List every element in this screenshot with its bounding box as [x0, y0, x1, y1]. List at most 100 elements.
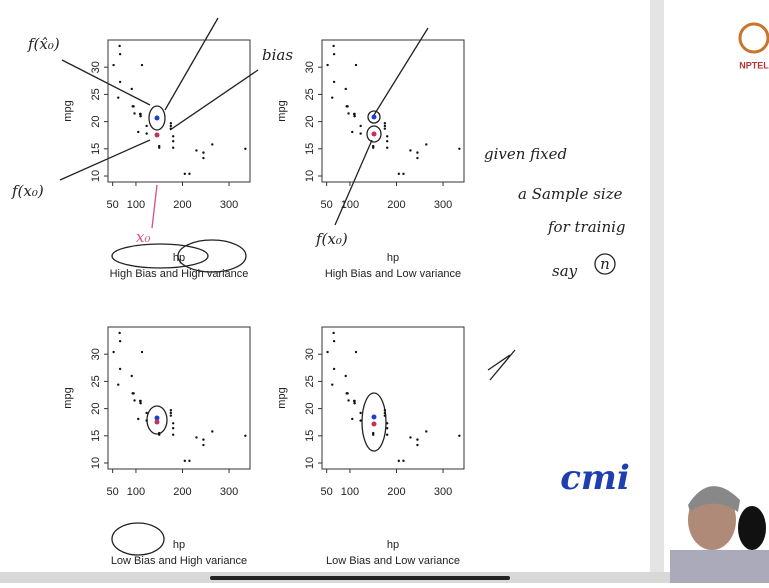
point	[118, 331, 121, 335]
point	[372, 433, 375, 436]
point	[346, 105, 349, 108]
point	[188, 172, 191, 176]
point	[118, 44, 121, 48]
point	[183, 459, 187, 463]
point	[332, 52, 336, 56]
point	[195, 149, 198, 152]
plot-frame	[321, 39, 465, 183]
y-tick-label: 10	[304, 170, 316, 182]
point	[171, 139, 175, 143]
point	[351, 417, 354, 421]
point	[332, 367, 336, 371]
y-tick-label: 30	[304, 348, 316, 360]
annotation: bias	[262, 46, 293, 64]
x-tick-label: 50	[321, 486, 333, 498]
x-axis-label: hp	[387, 252, 399, 264]
x-axis-label: hp	[173, 252, 185, 264]
point	[137, 417, 140, 421]
y-axis-label: mpg	[276, 100, 288, 121]
presenter	[670, 486, 769, 583]
y-tick-label: 10	[304, 457, 316, 469]
note: for trainig	[547, 218, 626, 236]
point	[169, 122, 173, 125]
y-tick-label: 30	[90, 61, 102, 73]
x-tick-label: 200	[173, 199, 191, 211]
point	[137, 130, 140, 134]
true-value	[154, 132, 160, 138]
point	[385, 422, 389, 425]
point	[416, 438, 419, 441]
y-tick-label: 30	[90, 348, 102, 360]
note-circle	[594, 253, 616, 275]
y-tick-label: 15	[304, 143, 316, 155]
point	[202, 156, 205, 160]
point	[383, 122, 387, 125]
plot-frame	[321, 326, 465, 470]
point	[112, 63, 115, 67]
point	[383, 409, 387, 412]
point	[385, 135, 389, 138]
chart-subtitle: Low Bias and High variance	[111, 555, 247, 567]
note: a Sample size	[518, 185, 623, 203]
point	[409, 149, 412, 152]
point	[383, 411, 387, 415]
x-tick-label: 300	[434, 199, 452, 211]
point	[385, 426, 389, 430]
point	[383, 124, 387, 128]
point	[169, 411, 173, 415]
point	[171, 422, 175, 425]
mean-estimate	[371, 414, 377, 420]
note: n	[600, 255, 610, 273]
point	[383, 414, 387, 417]
point	[354, 63, 358, 67]
x-tick-label: 100	[127, 199, 145, 211]
point	[158, 433, 161, 436]
point	[352, 399, 356, 403]
x-tick-label: 50	[321, 199, 333, 211]
point	[138, 112, 142, 116]
point	[385, 139, 389, 143]
x-tick-label: 200	[173, 486, 191, 498]
point	[359, 411, 362, 415]
true-value	[371, 421, 377, 427]
x-tick-label: 300	[220, 199, 238, 211]
point	[347, 112, 350, 115]
point	[195, 436, 198, 439]
true-value	[371, 131, 377, 137]
point	[140, 63, 144, 67]
point	[331, 96, 334, 99]
point	[118, 52, 122, 56]
x-tick-label: 100	[341, 486, 359, 498]
point	[211, 143, 214, 146]
point	[344, 87, 347, 91]
y-tick-label: 15	[90, 143, 102, 155]
nptel-logo: NPTEL	[739, 60, 769, 70]
x-tick-label: 100	[341, 199, 359, 211]
point	[145, 419, 148, 422]
point	[202, 151, 205, 154]
point	[402, 172, 405, 176]
point	[118, 80, 122, 84]
point	[372, 146, 375, 149]
point	[145, 124, 148, 128]
point	[145, 132, 148, 135]
point	[140, 350, 144, 354]
plot-frame	[107, 39, 251, 183]
point	[347, 399, 350, 402]
point	[458, 147, 461, 151]
point	[346, 392, 349, 395]
point	[353, 114, 356, 118]
annotation: f(x₀)	[315, 230, 348, 248]
point	[133, 399, 136, 402]
point	[169, 414, 173, 417]
y-tick-label: 20	[304, 402, 316, 414]
point	[332, 80, 336, 84]
point	[425, 143, 428, 146]
point	[132, 105, 135, 108]
plot-frame	[107, 326, 251, 470]
point	[409, 436, 412, 439]
point	[359, 124, 362, 128]
x-tick-label: 100	[127, 486, 145, 498]
mean-estimate	[154, 415, 160, 421]
